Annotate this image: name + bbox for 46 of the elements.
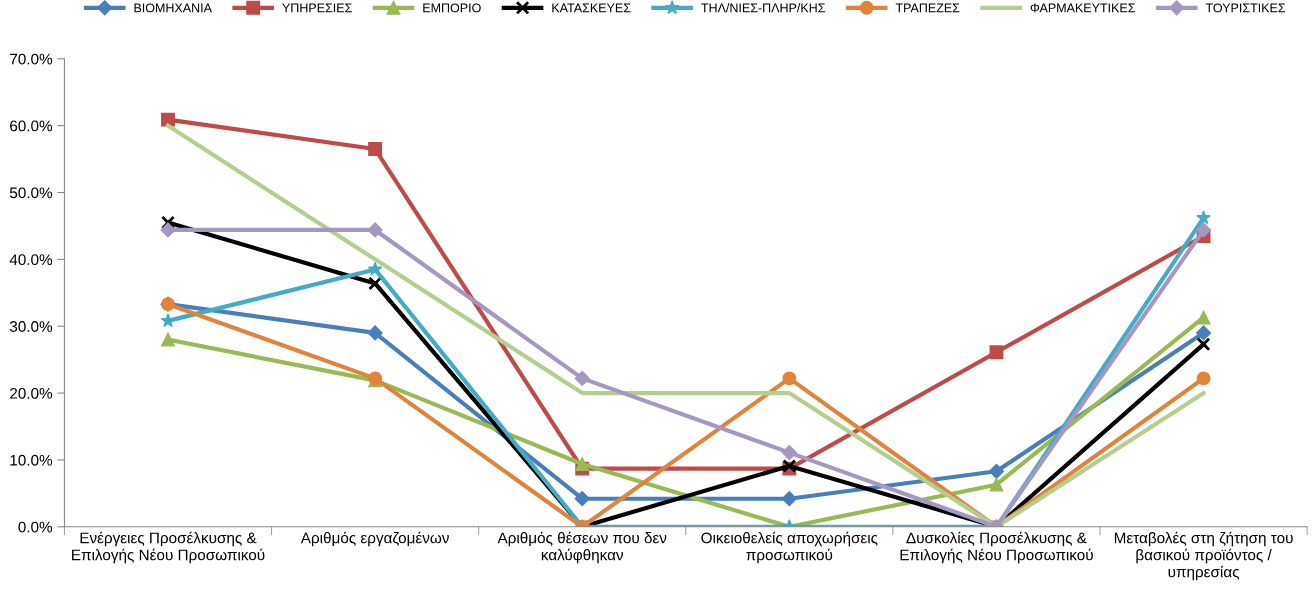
legend-label: ΤΗΛ/ΝΙΕΣ-ΠΛΗΡ/ΚΗΣ	[701, 3, 825, 13]
point	[368, 276, 383, 291]
point	[781, 445, 797, 461]
point	[781, 491, 797, 507]
point	[782, 371, 797, 386]
point	[574, 370, 590, 386]
x-tick-label: Αριθμός θέσεων που δεν καλύφθηκαν	[497, 531, 667, 564]
y-tick-label: 20.0%	[10, 387, 53, 399]
point	[368, 142, 383, 157]
y-tick-label: 60.0%	[10, 120, 53, 132]
point	[1196, 210, 1211, 225]
legend-label: ΕΜΠΟΡΙΟ	[423, 3, 481, 13]
point	[367, 261, 383, 276]
point	[367, 222, 383, 238]
point	[989, 477, 1004, 492]
legend-label: ΥΠΗΡΕΣΙΕΣ	[282, 3, 352, 13]
point	[1196, 310, 1211, 325]
point	[161, 112, 175, 127]
point	[988, 463, 1005, 479]
y-tick-label: 50.0%	[9, 187, 53, 199]
legend-label: ΚΑΤΑΣΚΕΥΕΣ	[552, 3, 631, 13]
point	[574, 491, 590, 507]
point	[989, 345, 1004, 360]
legend-label: ΤΡΑΠΕΖΕΣ	[895, 3, 960, 13]
legend-label: ΤΟΥΡΙΣΤΙΚΕΣ	[1205, 3, 1286, 13]
point	[160, 222, 176, 238]
point	[575, 457, 590, 471]
point	[1196, 371, 1211, 386]
y-tick-label: 30.0%	[9, 321, 53, 332]
point	[1195, 325, 1212, 341]
x-tick-label: Οικειοθελείς αποχωρήσεις προσωπικού	[701, 531, 878, 564]
x-tick-label: Δυσκολίες Προσέλκυσης & Επιλογής Νέου Προσωπικού	[900, 531, 1093, 564]
point	[161, 215, 175, 230]
point	[161, 332, 175, 347]
y-tick-label: 70.0%	[10, 53, 53, 65]
point	[367, 325, 383, 341]
y-tick-label: 40.0%	[9, 254, 53, 266]
x-tick-label: Μεταβολές στη ζήτηση του βασικού προϊόντος / υπηρεσίας	[1114, 531, 1293, 581]
legend-label: ΒΙΟΜΗΧΑΝΙΑ	[134, 3, 212, 13]
x-tick-label: Ενέργειες Προσέλκυσης & Επιλογής Νέου Προσωπικού	[72, 531, 265, 564]
y-tick-label: 10.0%	[10, 454, 53, 466]
legend-label: ΦΑΡΜΑΚΕΥΤΙΚΕΣ	[1030, 3, 1135, 13]
point	[1196, 337, 1211, 352]
x-tick-label: Αριθμός εργαζομένων	[300, 531, 449, 547]
point	[1195, 222, 1212, 238]
y-tick-label: 0.0%	[18, 521, 53, 533]
